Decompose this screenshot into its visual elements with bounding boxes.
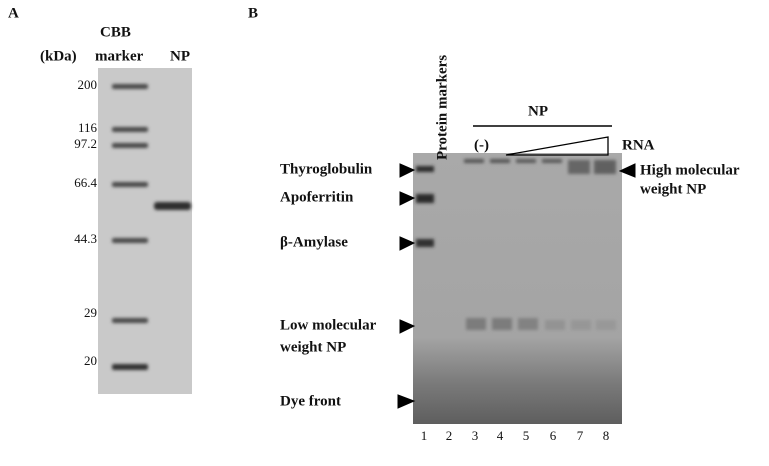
band-label: Low molecular bbox=[280, 317, 377, 333]
header: marker bbox=[95, 48, 144, 64]
band-label: Apoferritin bbox=[280, 189, 354, 205]
band-label: weight NP bbox=[280, 339, 346, 355]
lane-number: 8 bbox=[603, 428, 610, 443]
marker-size: 66.4 bbox=[74, 175, 97, 190]
lane-number: 3 bbox=[472, 428, 479, 443]
marker-size: 44.3 bbox=[74, 231, 97, 246]
band-label: Dye front bbox=[280, 393, 341, 409]
lane-label: NP bbox=[170, 48, 190, 64]
lane-number: 2 bbox=[446, 428, 453, 443]
panel-label: B bbox=[248, 5, 258, 21]
band-label: β-Amylase bbox=[280, 234, 348, 250]
panel-label: A bbox=[8, 5, 19, 21]
header: CBB bbox=[100, 24, 131, 40]
marker-size: 97.2 bbox=[74, 136, 97, 151]
band-label: Thyroglobulin bbox=[280, 161, 373, 177]
unit: (kDa) bbox=[40, 48, 77, 64]
marker-size: 116 bbox=[78, 120, 98, 135]
lane-number: 6 bbox=[550, 428, 557, 443]
rna-label: RNA bbox=[622, 137, 655, 153]
marker-size: 200 bbox=[78, 77, 98, 92]
marker-size: 29 bbox=[84, 305, 97, 320]
lane-number: 5 bbox=[523, 428, 530, 443]
lane-number: 4 bbox=[497, 428, 504, 443]
marker-size: 20 bbox=[84, 353, 97, 368]
gel-a bbox=[98, 68, 192, 394]
right-label: weight NP bbox=[640, 181, 706, 197]
annotation-lines bbox=[397, 125, 636, 409]
markers-label: Protein markers bbox=[434, 55, 450, 160]
minus-label: (-) bbox=[474, 137, 489, 153]
right-label: High molecular bbox=[640, 162, 740, 178]
lane-number: 1 bbox=[421, 428, 428, 443]
gel-b bbox=[413, 153, 622, 424]
lane-number: 7 bbox=[577, 428, 584, 443]
np-label: NP bbox=[528, 103, 548, 119]
